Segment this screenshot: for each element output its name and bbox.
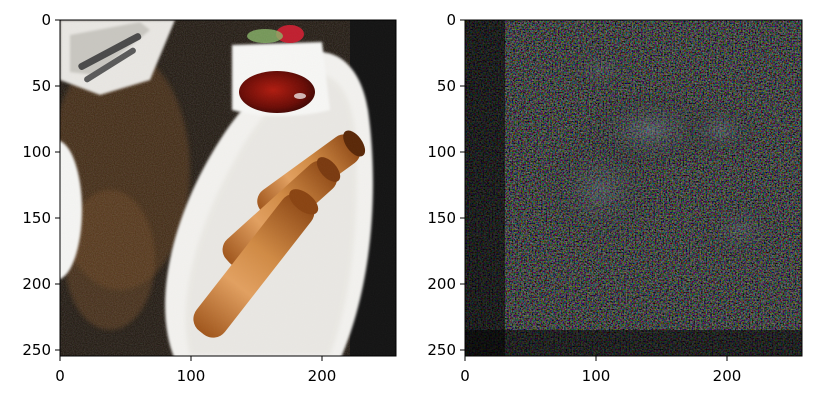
right-axes-frame bbox=[464, 19, 803, 357]
left-image-panel: 0 50 100 150 200 250 0 100 200 bbox=[22, 11, 397, 385]
right-y-tick-label: 150 bbox=[427, 209, 456, 227]
left-x-tick-label: 0 bbox=[55, 367, 65, 385]
right-y-tick-label: 50 bbox=[437, 77, 456, 95]
right-y-tick-label: 0 bbox=[446, 11, 456, 29]
right-x-tick-label: 100 bbox=[582, 367, 611, 385]
right-y-tick-label: 200 bbox=[427, 275, 456, 293]
food-photo bbox=[60, 20, 396, 356]
right-y-axis: 0 50 100 150 200 250 bbox=[427, 11, 465, 359]
right-y-tick-label: 100 bbox=[427, 143, 456, 161]
right-x-tick-label: 200 bbox=[713, 367, 742, 385]
left-y-tick-label: 150 bbox=[22, 209, 51, 227]
left-x-tick-label: 100 bbox=[177, 367, 206, 385]
left-y-tick-label: 250 bbox=[22, 341, 51, 359]
right-x-tick-label: 0 bbox=[460, 367, 470, 385]
right-y-tick-label: 250 bbox=[427, 341, 456, 359]
right-x-axis: 0 100 200 bbox=[460, 356, 741, 385]
left-y-tick-label: 50 bbox=[32, 77, 51, 95]
left-y-tick-label: 100 bbox=[22, 143, 51, 161]
left-y-axis: 0 50 100 150 200 250 bbox=[22, 11, 60, 359]
left-x-tick-label: 200 bbox=[308, 367, 337, 385]
left-y-tick-label: 200 bbox=[22, 275, 51, 293]
left-x-axis: 0 100 200 bbox=[55, 356, 336, 385]
noise-map bbox=[465, 20, 802, 356]
left-axes-frame bbox=[59, 19, 397, 357]
right-image-panel: 0 50 100 150 200 250 0 100 200 bbox=[427, 11, 803, 385]
left-y-tick-label: 0 bbox=[41, 11, 51, 29]
